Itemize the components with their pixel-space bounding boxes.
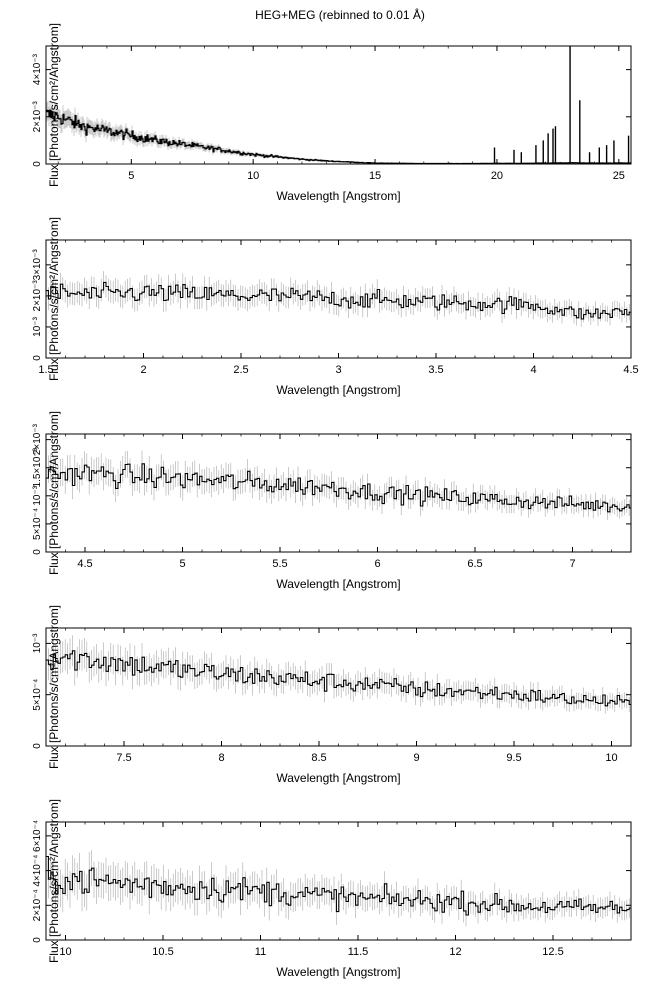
x-tick-label: 20	[491, 170, 503, 182]
x-axis-label: Wavelength [Angstrom]	[276, 383, 400, 397]
x-tick-label: 11	[255, 946, 266, 958]
x-tick-label: 10	[247, 170, 259, 182]
error-bars	[45, 837, 630, 927]
x-tick-label: 11.5	[348, 946, 369, 958]
y-tick-label: 3×10⁻³	[32, 249, 43, 281]
x-tick-label: 10	[59, 946, 71, 958]
y-axis-label: Flux [Photons/s/cm²/Angstrom]	[47, 217, 61, 381]
y-tick-label: 5×10⁻⁴	[32, 679, 43, 711]
panel-1: 5 10 15 20 25 0 2×10⁻³ 4×10⁻³ Wavelength [Angstr…	[32, 23, 632, 203]
plot-frame	[45, 45, 632, 165]
y-tick-label: 0	[32, 161, 43, 167]
x-tick-label: 12	[449, 946, 461, 958]
y-tick-label: 0	[32, 937, 43, 943]
spectrum-line	[46, 281, 631, 320]
spectrum-line	[46, 855, 631, 916]
x-tick-label: 4.5	[77, 558, 92, 570]
x-tick-label: 8.5	[311, 752, 326, 764]
x-tick-label: 2.5	[233, 364, 248, 376]
y-tick-label: 10⁻³	[32, 633, 43, 653]
x-axis-label: Wavelength [Angstrom]	[276, 771, 400, 785]
y-tick-label: 10⁻³	[32, 485, 43, 505]
y-axis-label: Flux [Photons/s/cm²/Angstrom]	[47, 799, 61, 963]
x-tick-label: 3	[335, 364, 341, 376]
y-tick-label: 10⁻³	[32, 316, 43, 336]
y-tick-label: 0	[32, 549, 43, 555]
x-tick-label: 1.5	[38, 364, 53, 376]
x-tick-label: 5	[179, 558, 185, 570]
x-tick-label: 8	[218, 752, 224, 764]
y-axis-label: Flux [Photons/s/cm²/Angstrom]	[47, 605, 61, 769]
error-bars	[45, 635, 630, 714]
x-tick-label: 6	[374, 558, 380, 570]
figure-title: HEG+MEG (rebinned to 0.01 Å)	[255, 8, 425, 22]
x-tick-label: 10	[605, 752, 617, 764]
x-tick-label: 12.5	[542, 946, 563, 958]
x-tick-label: 7	[569, 558, 575, 570]
y-tick-label: 4×10⁻³	[32, 53, 43, 85]
x-tick-label: 5.5	[272, 558, 287, 570]
y-tick-label: 0	[32, 355, 43, 361]
y-tick-label: 2×10⁻³	[32, 101, 43, 133]
x-tick-label: 9	[413, 752, 419, 764]
panel-2: 1.5 2 2.5 3 3.5 4 4.5 0 10⁻³ 2×10⁻³3×10⁻³ Waveleng…	[32, 217, 639, 397]
x-tick-label: 25	[613, 170, 625, 182]
panel-5: 10 10.5 11 11.5 12 12.5 0 2×10⁻⁴ 4×10⁻⁴ 6×10⁻⁴ Wav…	[32, 799, 632, 979]
x-tick-label: 3.5	[428, 364, 443, 376]
panel-4: 7.5 8 8.5 9 9.5 10 0 5×10⁻⁴ 10⁻³ Wavelength [Angs…	[32, 605, 632, 785]
x-tick-label: 7.5	[116, 752, 131, 764]
y-tick-label: 0	[32, 743, 43, 749]
x-tick-label: 5	[128, 170, 134, 182]
spectrum-line	[46, 463, 631, 513]
y-tick-label: 2×10⁻³	[32, 423, 43, 455]
y-tick-label: 4×10⁻⁴	[32, 855, 43, 887]
x-tick-label: 9.5	[506, 752, 521, 764]
y-tick-label: 2×10⁻³	[32, 280, 43, 312]
x-tick-label: 6.5	[467, 558, 482, 570]
x-tick-label: 4.5	[623, 364, 638, 376]
x-tick-label: 15	[369, 170, 381, 182]
y-tick-label: 1.5×10⁻³	[32, 447, 43, 487]
y-tick-label: 2×10⁻⁴	[32, 889, 43, 921]
y-tick-label: 6×10⁻⁴	[32, 820, 43, 852]
x-tick-label: 2	[140, 364, 146, 376]
x-axis-label: Wavelength [Angstrom]	[276, 189, 400, 203]
x-axis-label: Wavelength [Angstrom]	[276, 965, 400, 979]
y-tick-label: 5×10⁻⁴	[32, 508, 43, 540]
spectrum-line	[46, 109, 632, 165]
error-bars	[45, 450, 630, 520]
spectrum-line	[46, 650, 631, 707]
y-axis-label: Flux [Photons/s/cm²/Angstrom]	[47, 23, 61, 187]
y-axis-label: Flux [Photons/s/cm²/Angstrom]	[47, 411, 61, 575]
x-axis-label: Wavelength [Angstrom]	[276, 577, 400, 591]
panel-3: 4.5 5 5.5 6 6.5 7 0 5×10⁻⁴ 10⁻³1.5×10⁻³2×10⁻³ Wav…	[32, 411, 632, 591]
error-bars	[45, 271, 630, 327]
x-tick-label: 4	[530, 364, 536, 376]
x-tick-label: 10.5	[152, 946, 173, 958]
